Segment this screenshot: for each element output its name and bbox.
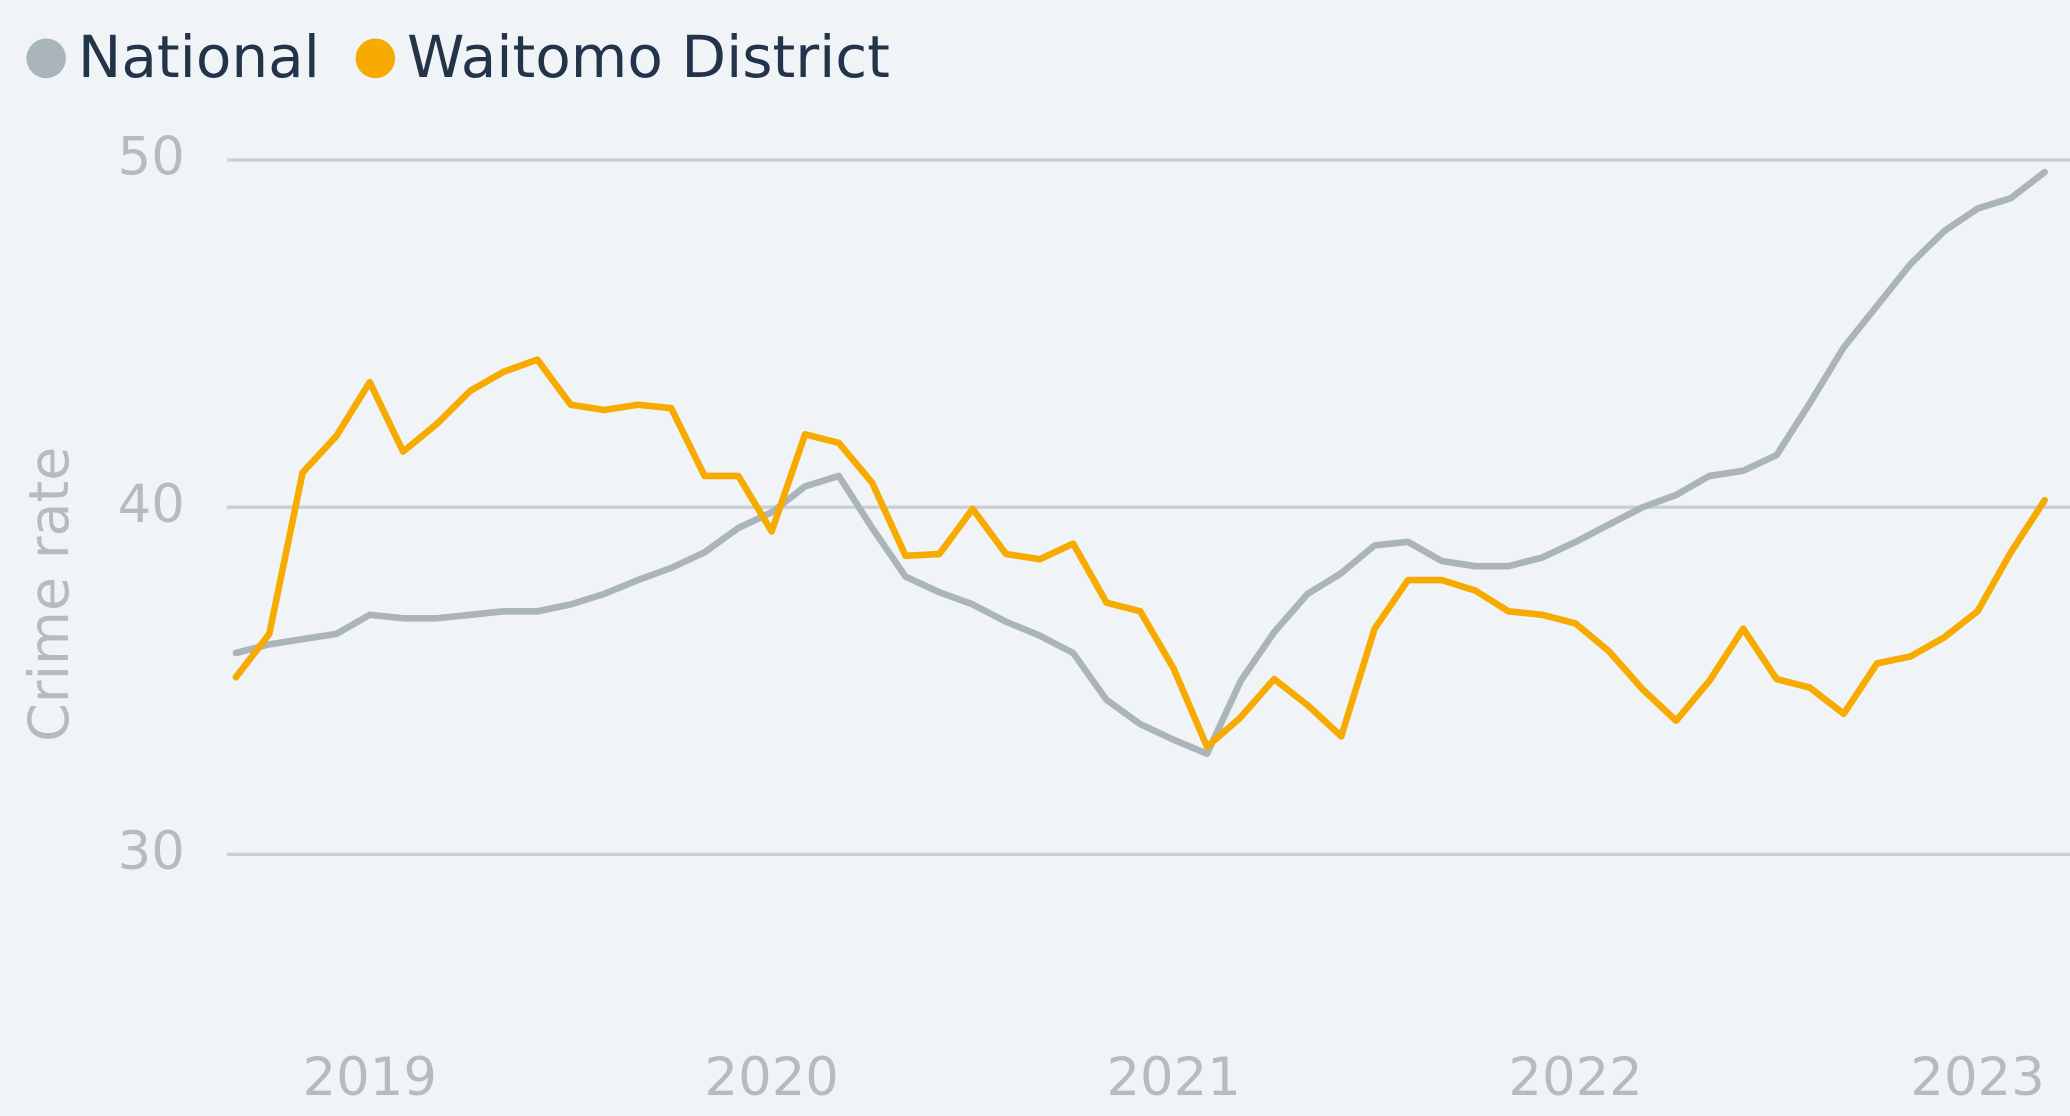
series-line [232, 356, 2048, 751]
y-tick-label: 40 [118, 474, 185, 535]
legend-label: Waitomo District [407, 23, 890, 91]
x-tick-label: 2021 [1106, 1047, 1240, 1108]
x-tick-label: 2020 [705, 1047, 839, 1108]
series-line [232, 168, 2048, 757]
y-axis-label: Crime rate [18, 447, 82, 742]
legend-label: National [78, 23, 320, 91]
x-tick-label: 2019 [303, 1047, 437, 1108]
legend-marker [26, 38, 67, 79]
x-tick-label: 2023 [1910, 1047, 2044, 1108]
y-tick-label: 30 [118, 821, 185, 882]
x-tick-label: 2022 [1508, 1047, 1642, 1108]
legend-marker [355, 38, 396, 79]
y-tick-label: 50 [118, 127, 185, 188]
